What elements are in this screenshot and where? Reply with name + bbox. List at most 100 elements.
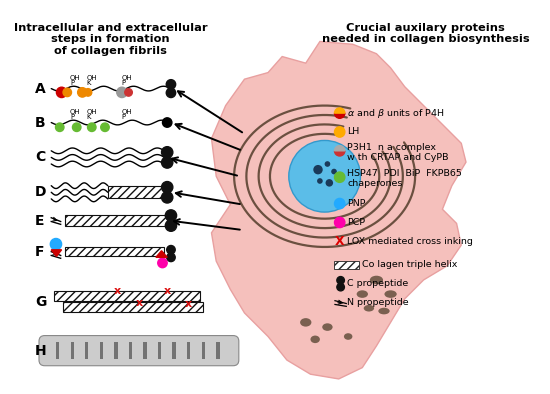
Text: D: D bbox=[35, 185, 47, 199]
Bar bbox=[70, 342, 74, 359]
Circle shape bbox=[317, 178, 323, 184]
Ellipse shape bbox=[364, 305, 374, 312]
Circle shape bbox=[162, 182, 173, 193]
Text: LH: LH bbox=[347, 127, 360, 136]
Ellipse shape bbox=[300, 318, 311, 327]
Circle shape bbox=[334, 127, 345, 137]
Text: Co lagen triple helix: Co lagen triple helix bbox=[362, 260, 458, 269]
Text: Intracellular and extracellular
steps in formation
of collagen fibrils: Intracellular and extracellular steps in… bbox=[14, 22, 207, 56]
Bar bbox=[144, 342, 147, 359]
Text: PCP: PCP bbox=[347, 218, 365, 227]
Text: $\alpha$ and $\beta$ units of P4H: $\alpha$ and $\beta$ units of P4H bbox=[347, 107, 445, 120]
Text: P: P bbox=[70, 80, 74, 86]
Circle shape bbox=[166, 80, 175, 89]
Text: H: H bbox=[35, 344, 47, 358]
Text: K: K bbox=[87, 114, 91, 120]
Circle shape bbox=[162, 147, 173, 158]
Text: A: A bbox=[35, 82, 46, 96]
Text: N propeptide: N propeptide bbox=[347, 298, 409, 307]
Circle shape bbox=[334, 199, 345, 209]
Circle shape bbox=[57, 87, 67, 98]
Bar bbox=[100, 342, 103, 359]
Text: E: E bbox=[35, 214, 45, 228]
Text: x: x bbox=[184, 299, 191, 309]
Text: x: x bbox=[135, 297, 142, 308]
Circle shape bbox=[167, 253, 175, 262]
Circle shape bbox=[337, 277, 344, 284]
Text: HSP47  PDI  BiP  FKPB65: HSP47 PDI BiP FKPB65 bbox=[347, 169, 462, 178]
Bar bbox=[187, 342, 190, 359]
Text: OH: OH bbox=[122, 75, 132, 81]
Circle shape bbox=[125, 89, 133, 96]
Circle shape bbox=[324, 161, 330, 167]
Text: Crucial auxilary proteins
needed in collagen biosynthesis: Crucial auxilary proteins needed in coll… bbox=[322, 22, 529, 44]
Circle shape bbox=[337, 283, 344, 291]
Circle shape bbox=[87, 123, 96, 132]
Polygon shape bbox=[156, 251, 167, 257]
Text: K: K bbox=[87, 80, 91, 86]
Ellipse shape bbox=[322, 323, 333, 331]
Text: C propeptide: C propeptide bbox=[347, 279, 409, 288]
Circle shape bbox=[334, 217, 345, 228]
Text: x: x bbox=[163, 286, 170, 296]
Bar bbox=[65, 215, 167, 226]
Bar bbox=[158, 342, 161, 359]
Text: PNP: PNP bbox=[347, 199, 366, 208]
Text: OH: OH bbox=[86, 109, 97, 115]
Circle shape bbox=[166, 210, 177, 221]
Circle shape bbox=[334, 172, 345, 182]
Text: chaperones: chaperones bbox=[347, 179, 403, 188]
Circle shape bbox=[84, 89, 92, 96]
Text: OH: OH bbox=[69, 109, 80, 115]
Circle shape bbox=[73, 123, 81, 132]
Wedge shape bbox=[334, 108, 345, 113]
Polygon shape bbox=[212, 41, 466, 379]
Circle shape bbox=[162, 157, 173, 168]
Circle shape bbox=[101, 123, 109, 132]
Text: G: G bbox=[35, 295, 47, 309]
Bar bbox=[85, 342, 89, 359]
Bar bbox=[216, 342, 219, 359]
Polygon shape bbox=[51, 250, 62, 256]
Text: x: x bbox=[114, 286, 121, 296]
Ellipse shape bbox=[344, 333, 353, 340]
Circle shape bbox=[63, 88, 72, 97]
Text: OH: OH bbox=[86, 75, 97, 81]
Bar bbox=[56, 342, 59, 359]
Wedge shape bbox=[334, 151, 345, 156]
Text: OH: OH bbox=[122, 109, 132, 115]
Bar bbox=[114, 342, 118, 359]
Bar bbox=[129, 342, 132, 359]
Text: P: P bbox=[122, 114, 126, 120]
Text: P: P bbox=[122, 80, 126, 86]
Text: X: X bbox=[335, 235, 344, 248]
Circle shape bbox=[331, 169, 337, 175]
Circle shape bbox=[166, 88, 175, 98]
Wedge shape bbox=[334, 146, 345, 151]
Ellipse shape bbox=[310, 336, 320, 343]
Wedge shape bbox=[334, 113, 345, 118]
Ellipse shape bbox=[356, 290, 368, 298]
Circle shape bbox=[50, 238, 62, 250]
Bar bbox=[65, 247, 164, 256]
Circle shape bbox=[326, 179, 333, 187]
Text: P: P bbox=[70, 114, 74, 120]
Circle shape bbox=[56, 123, 64, 132]
Bar bbox=[108, 186, 164, 199]
Circle shape bbox=[162, 192, 173, 203]
Text: w th CRTAP and CyPB: w th CRTAP and CyPB bbox=[347, 153, 449, 162]
Bar bbox=[202, 342, 205, 359]
Circle shape bbox=[167, 245, 175, 254]
Bar bbox=[63, 302, 203, 312]
Circle shape bbox=[158, 258, 167, 268]
Circle shape bbox=[166, 220, 177, 231]
Text: B: B bbox=[35, 115, 46, 130]
Text: F: F bbox=[35, 245, 45, 259]
Ellipse shape bbox=[378, 308, 389, 314]
Ellipse shape bbox=[370, 276, 383, 284]
Circle shape bbox=[78, 87, 87, 97]
Bar bbox=[54, 291, 200, 301]
Text: OH: OH bbox=[69, 75, 80, 81]
Text: P3H1  n a complex: P3H1 n a complex bbox=[347, 143, 436, 152]
Circle shape bbox=[314, 165, 323, 175]
